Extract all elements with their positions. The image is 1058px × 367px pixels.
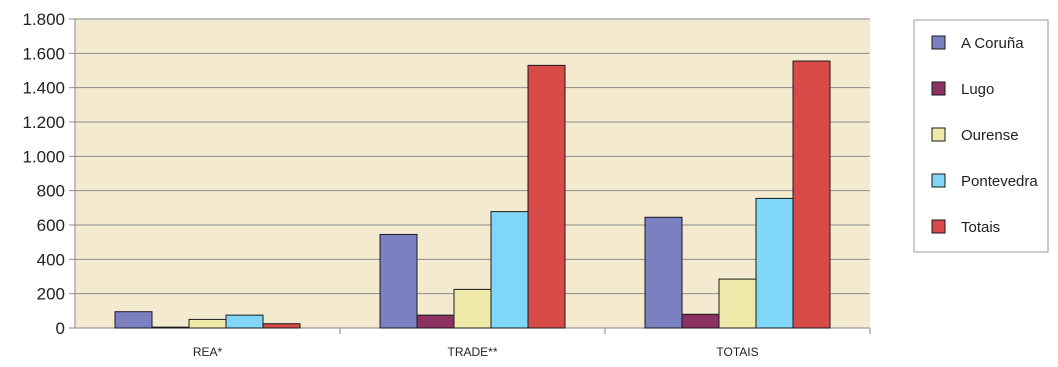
legend: A Coruña Lugo Ourense Pontevedra Totais (913, 19, 1049, 253)
bar (379, 233, 418, 329)
bar (644, 216, 683, 329)
bar (225, 314, 264, 329)
x-category-label: REA* (193, 345, 223, 359)
x-category-label: TOTAIS (716, 345, 758, 359)
legend-swatch (931, 35, 946, 50)
x-category-label: TRADE** (447, 345, 497, 359)
legend-label: Totais (961, 219, 1000, 236)
legend-swatch (931, 173, 946, 188)
legend-label: Ourense (961, 127, 1019, 144)
bar (527, 64, 566, 329)
y-axis-ticks: 0 200 400 600 800 1.000 1.200 1.400 1.600 1.800 (22, 10, 75, 338)
y-tick-label: 1.800 (22, 10, 65, 29)
legend-label: A Coruña (961, 35, 1024, 52)
legend-swatch (931, 127, 946, 142)
bar (792, 60, 831, 329)
plot-background (75, 19, 870, 328)
legend-swatch (931, 81, 946, 96)
bar (490, 211, 529, 329)
y-tick-label: 1.000 (22, 147, 65, 166)
x-axis-categories: REA* TRADE** TOTAIS (193, 328, 871, 359)
legend-swatch (931, 219, 946, 234)
y-tick-label: 200 (37, 285, 65, 304)
y-tick-label: 0 (56, 319, 65, 338)
y-tick-label: 1.600 (22, 44, 65, 63)
y-tick-label: 600 (37, 216, 65, 235)
bar (681, 313, 720, 329)
bar (188, 318, 227, 329)
bar (416, 314, 455, 329)
y-tick-label: 800 (37, 182, 65, 201)
legend-label: Lugo (961, 81, 994, 98)
y-tick-label: 400 (37, 250, 65, 269)
bar (114, 311, 153, 329)
y-tick-label: 1.200 (22, 113, 65, 132)
bar (755, 197, 794, 329)
bar (262, 323, 301, 329)
bar (453, 288, 492, 329)
legend-label: Pontevedra (961, 173, 1038, 190)
plot-area (74, 18, 870, 329)
bar (151, 326, 190, 329)
bar (718, 278, 757, 329)
y-tick-label: 1.400 (22, 79, 65, 98)
